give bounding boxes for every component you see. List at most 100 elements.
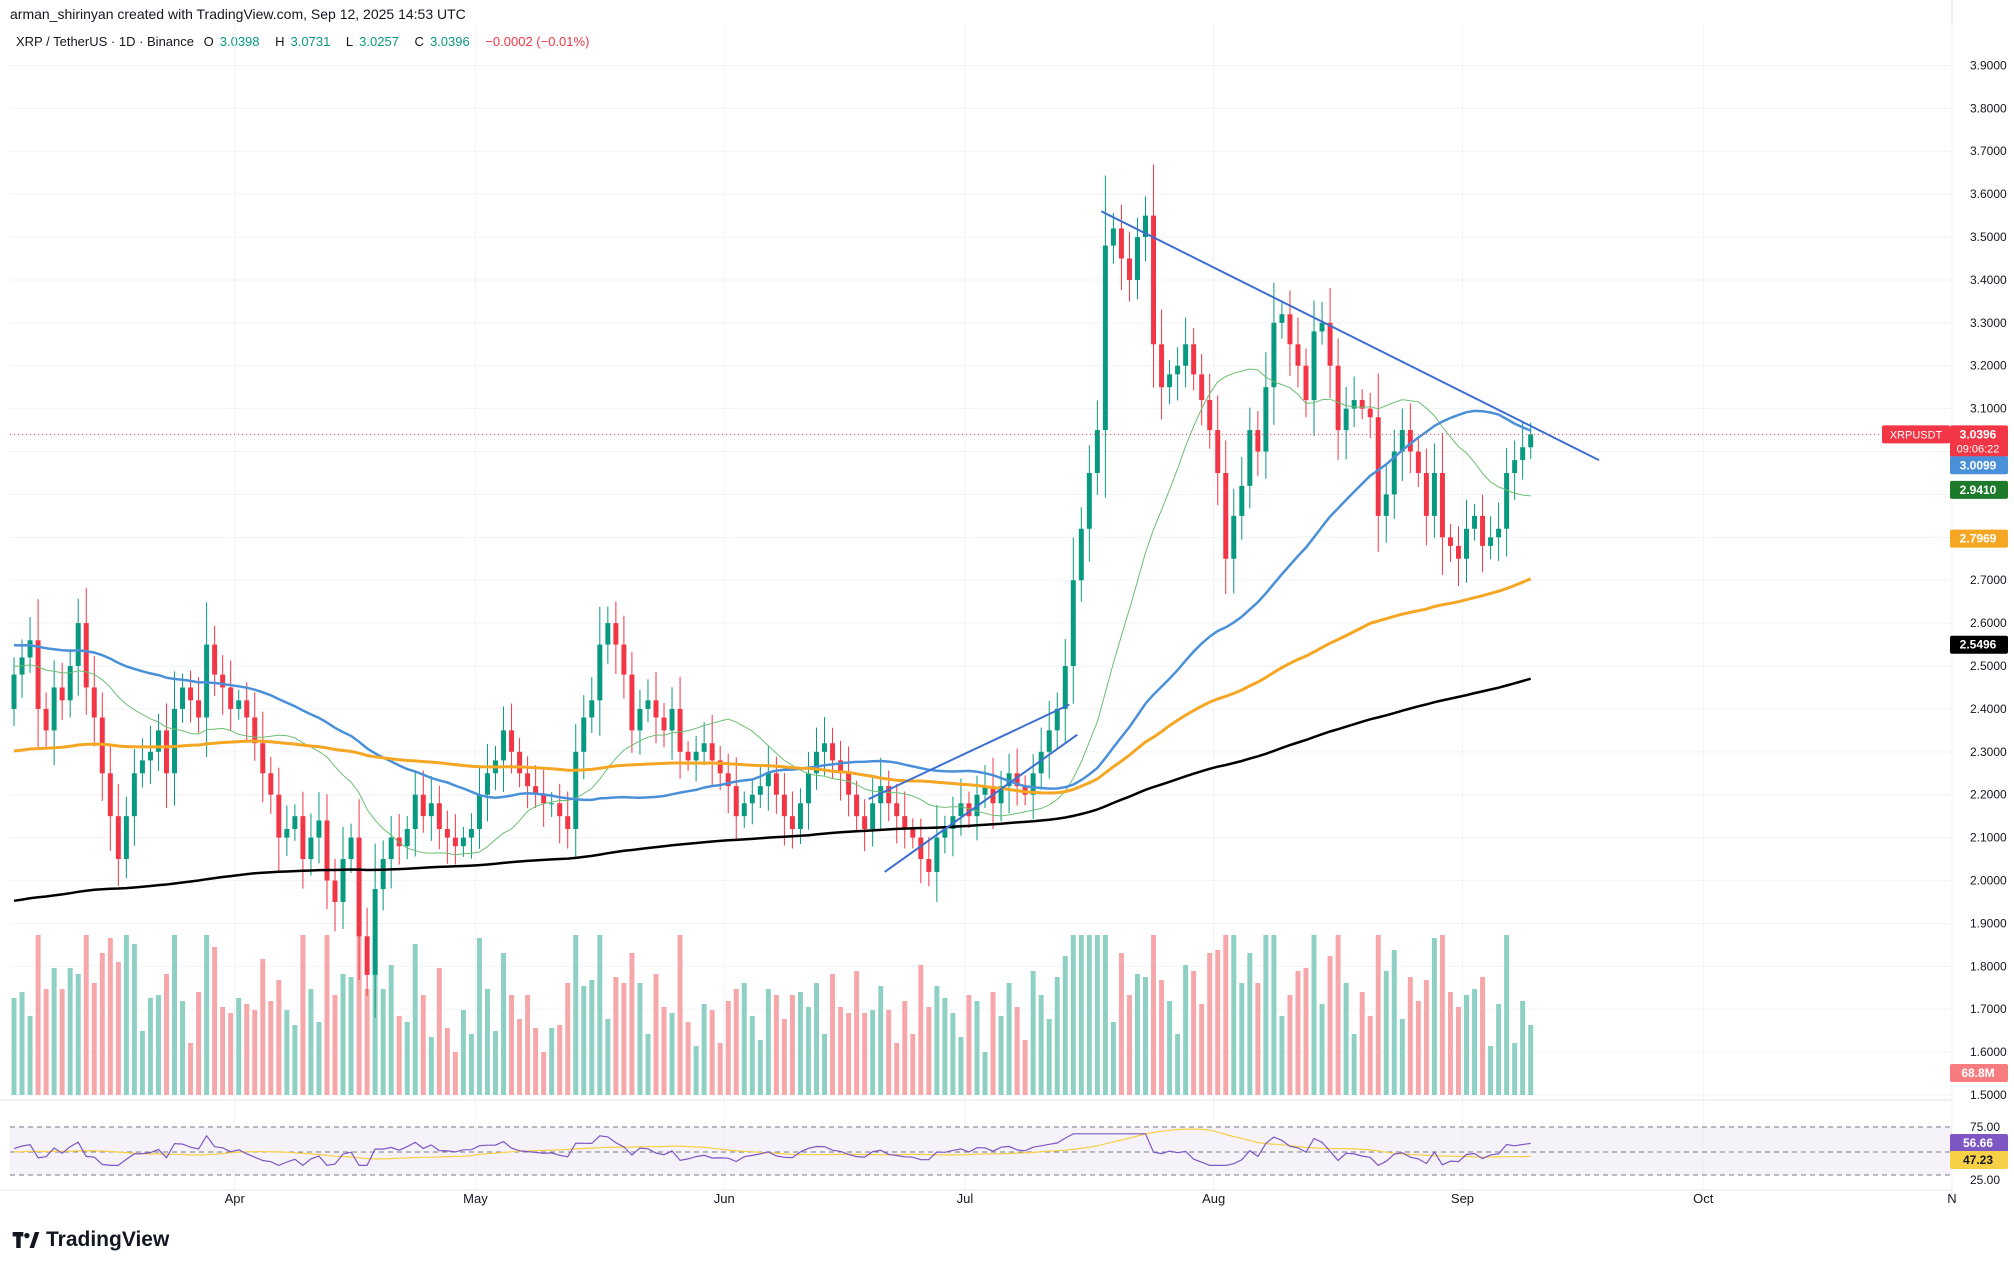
- candle-body: [1134, 237, 1140, 280]
- descending-trendline: [1100, 210, 1600, 462]
- candle-body: [557, 803, 563, 817]
- volume-bar: [220, 1007, 226, 1095]
- volume-bar: [1118, 953, 1124, 1095]
- volume-bar: [757, 1040, 763, 1095]
- candle-body: [1431, 472, 1437, 516]
- volume-bar: [1351, 1034, 1357, 1095]
- candle-body: [573, 751, 579, 830]
- volume-bar: [75, 974, 81, 1095]
- volume-bar: [308, 989, 314, 1095]
- candle-body: [757, 786, 763, 795]
- tradingview-logo[interactable]: TradingView: [12, 1228, 169, 1252]
- high-label: H: [275, 34, 285, 49]
- volume-bar: [180, 1001, 186, 1095]
- candle-body: [645, 700, 651, 709]
- volume-bar: [749, 1016, 755, 1095]
- candle-body: [717, 760, 723, 774]
- volume-bar: [1086, 935, 1092, 1095]
- candle-body: [220, 674, 226, 688]
- candle-body: [11, 674, 17, 709]
- volume-bar: [324, 935, 330, 1095]
- candle-body: [1383, 494, 1389, 516]
- price-tick-label: 2.5000: [1970, 659, 2007, 673]
- volume-bar: [797, 992, 803, 1095]
- candle-body: [1223, 472, 1229, 559]
- volume-bar: [1054, 977, 1060, 1095]
- volume-bar: [822, 1034, 828, 1095]
- volume-bar: [525, 995, 531, 1095]
- volume-bar: [958, 1037, 964, 1095]
- candle-body: [701, 743, 707, 752]
- moving-averages: [10, 368, 1952, 903]
- price-tick-label: 3.4000: [1970, 273, 2007, 287]
- symbol-title[interactable]: XRP / TetherUS · 1D · Binance: [16, 34, 194, 49]
- candle-body: [1504, 472, 1510, 529]
- volume-bar: [1279, 1016, 1285, 1095]
- volume-bar: [1303, 968, 1309, 1095]
- volume-bar: [1399, 1019, 1405, 1095]
- volume-bar: [773, 995, 779, 1095]
- candle-body: [501, 730, 507, 761]
- candle-body: [1175, 365, 1181, 375]
- candle-body: [1399, 430, 1405, 452]
- candle-body: [613, 623, 619, 645]
- volume-bar: [67, 968, 73, 1095]
- volume-bar: [147, 998, 153, 1095]
- candle-body: [75, 623, 81, 667]
- volume-bar: [894, 1043, 900, 1095]
- candle-body: [814, 751, 819, 774]
- volume-bar: [1271, 935, 1277, 1095]
- candle-body: [621, 644, 627, 675]
- candle-body: [1319, 322, 1325, 332]
- trendlines: [868, 210, 1600, 873]
- volume-bar: [1151, 935, 1157, 1095]
- volume-bar: [830, 974, 836, 1095]
- time-tick-label: N: [1947, 1191, 1956, 1206]
- volume-bar: [123, 935, 129, 1095]
- candle-body: [1447, 537, 1453, 546]
- candle-body: [43, 708, 49, 731]
- ma20-badge: 2.9410: [1960, 483, 1997, 497]
- rsi-line: [13, 1133, 1531, 1167]
- candle-body: [1271, 322, 1277, 388]
- volume-bar: [228, 1013, 234, 1095]
- candle-body: [1014, 773, 1020, 787]
- candle-body: [749, 794, 755, 804]
- candle-body: [380, 859, 386, 890]
- candle-body: [364, 936, 370, 975]
- volume-bar: [1070, 935, 1076, 1095]
- candle-body: [894, 803, 900, 817]
- volume-bar: [1520, 1001, 1526, 1095]
- volume-bar: [661, 1007, 667, 1095]
- volume-bar: [693, 1046, 699, 1095]
- candle-body: [1311, 331, 1317, 401]
- candle-body: [1046, 730, 1052, 752]
- volume-bar: [709, 1010, 715, 1095]
- volume-bar: [725, 1001, 731, 1095]
- candle-body: [1520, 447, 1526, 461]
- rsi-tick-label: 25.00: [1970, 1173, 2000, 1187]
- time-tick-label: Oct: [1693, 1191, 1714, 1206]
- candle-body: [324, 820, 330, 881]
- candle-body: [236, 700, 242, 709]
- price-tick-label: 2.6000: [1970, 616, 2007, 630]
- volume-bar: [934, 986, 940, 1095]
- volume-bar: [637, 983, 643, 1095]
- price-tick-label: 3.7000: [1970, 144, 2007, 158]
- candle-body: [468, 829, 474, 838]
- candle-body: [958, 803, 964, 817]
- volume-bar: [27, 1016, 33, 1095]
- volume-bar: [1223, 935, 1229, 1095]
- volume-bar: [1496, 1004, 1502, 1095]
- candle-body: [805, 773, 811, 804]
- candle-body: [1006, 773, 1012, 787]
- candle-body: [533, 786, 539, 795]
- candlesticks: [11, 164, 1534, 1018]
- volume-bar: [484, 989, 490, 1095]
- candle-body: [1407, 430, 1413, 452]
- volume-bar: [621, 983, 627, 1095]
- volume-bar: [605, 1019, 611, 1095]
- price-axis: 3.9000 3.8000 3.7000 3.6000 3.5000 3.4000 3.30…: [1882, 58, 2008, 1187]
- last-price-badge: 3.0396: [1960, 427, 1997, 441]
